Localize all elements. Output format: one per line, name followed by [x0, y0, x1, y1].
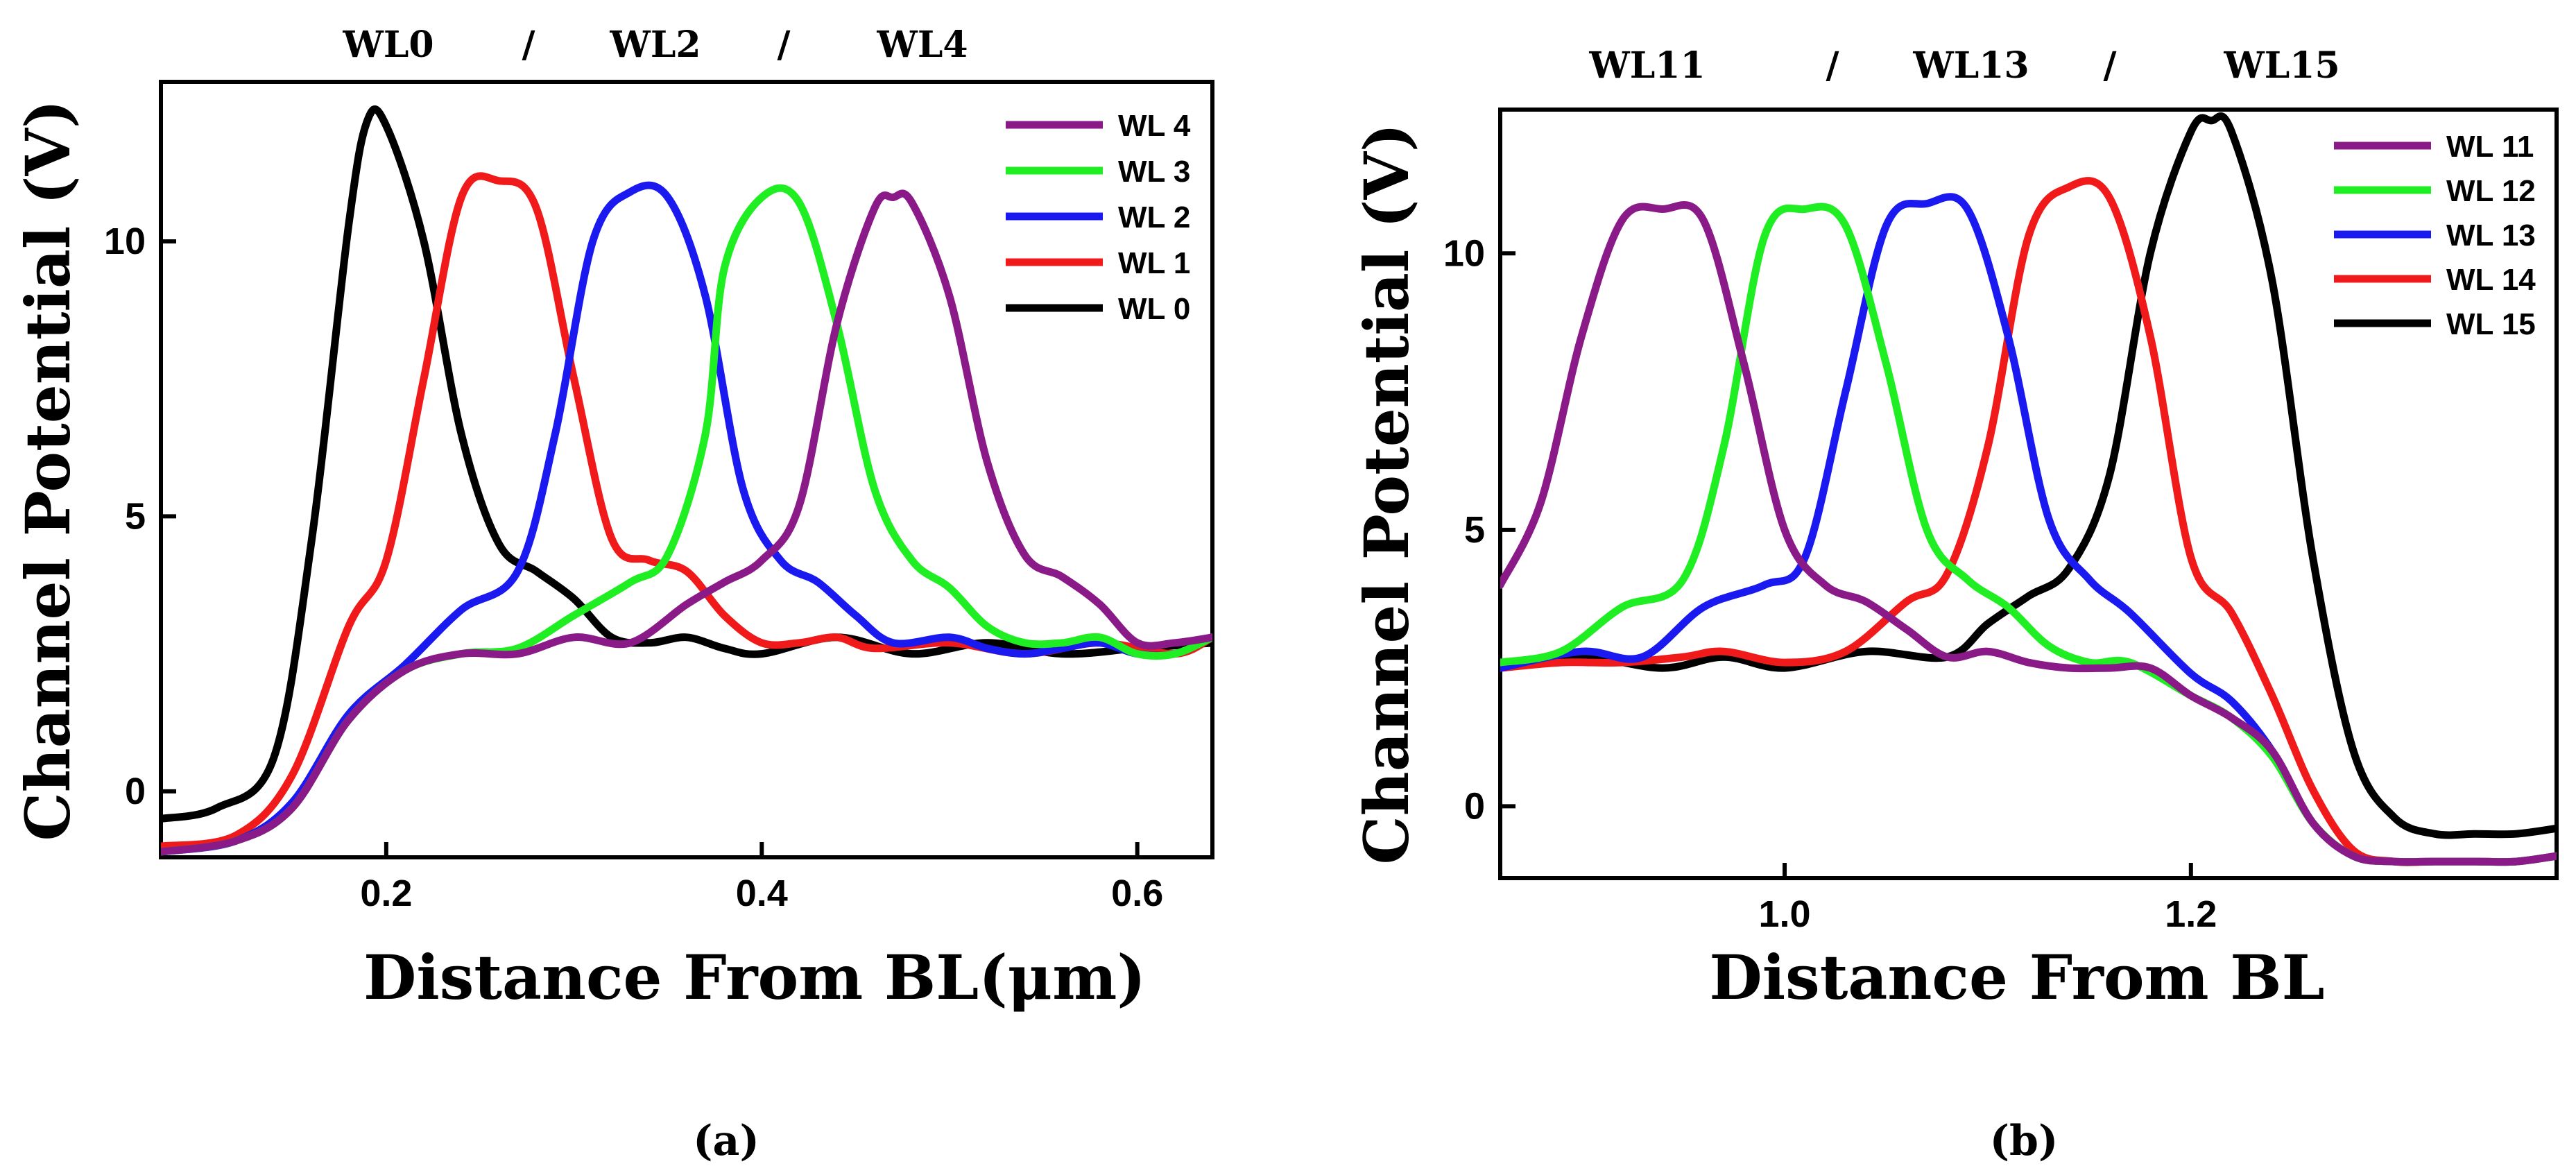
legend-label: WL 4	[1118, 109, 1191, 143]
legend-label: WL 15	[2446, 307, 2536, 341]
x-tick-label: 0.4	[736, 873, 788, 914]
legend-label: WL 2	[1118, 200, 1190, 234]
x-axis-label: Distance From BL(μm)	[363, 941, 1146, 1013]
y-tick-label: 5	[125, 495, 146, 537]
header-separator: /	[522, 24, 535, 66]
header-label-wl15: WL15	[2223, 44, 2339, 87]
legend-label: WL 0	[1118, 292, 1190, 326]
series-line-wl4	[161, 189, 1212, 856]
series-line-wl0	[161, 105, 1212, 823]
axis-layer: 1.0 1.2 0 5 10	[1443, 232, 2217, 935]
y-tick-label: 10	[1443, 232, 1485, 274]
series-line-wl11	[1500, 201, 2557, 866]
series-layer	[161, 105, 1212, 856]
series-line-wl14	[1500, 177, 2557, 866]
header-label-wl13: WL13	[1912, 44, 2029, 87]
series-line-wl1	[161, 172, 1212, 850]
header-label-wl4: WL4	[876, 24, 968, 66]
legend: WL 11 WL 12 WL 13 WL 14 WL 15	[2334, 130, 2536, 341]
y-axis-label: Channel Potential (V)	[12, 100, 84, 841]
series-line-wl15	[1500, 112, 2557, 839]
x-axis-label: Distance From BL	[1709, 941, 2324, 1013]
legend-label: WL 11	[2446, 130, 2534, 164]
header-separator: /	[1826, 44, 1839, 87]
header-label-wl11: WL11	[1588, 44, 1705, 87]
header-separator: /	[2104, 44, 2117, 87]
legend-label: WL 3	[1118, 155, 1190, 189]
legend: WL 4 WL 3 WL 2 WL 1 WL 0	[1006, 109, 1191, 326]
series-layer	[1500, 112, 2557, 866]
header-label-wl0: WL0	[342, 24, 433, 66]
chart-panel-b: WL11 / WL13 / WL15 1.0 1.2 0 5 10 WL 11 WL 12…	[1350, 44, 2559, 1165]
legend-label: WL 13	[2446, 218, 2536, 252]
y-tick-label: 10	[104, 221, 146, 262]
y-tick-label: 5	[1464, 509, 1485, 551]
y-tick-label: 0	[125, 771, 146, 812]
panel-label-b: (b)	[1990, 1117, 2059, 1165]
axis-layer: 0.2 0.4 0.6 0 5 10	[104, 221, 1163, 914]
x-tick-label: 1.0	[1758, 893, 1810, 935]
header-separator: /	[778, 24, 791, 66]
legend-label: WL 1	[1118, 246, 1190, 280]
y-tick-label: 0	[1464, 785, 1485, 827]
legend-label: WL 12	[2446, 174, 2536, 208]
legend-label: WL 14	[2446, 263, 2536, 297]
header-label-wl2: WL2	[609, 24, 701, 66]
x-tick-label: 0.6	[1111, 873, 1163, 914]
x-tick-label: 1.2	[2165, 893, 2217, 935]
y-axis-label: Channel Potential (V)	[1350, 123, 1423, 865]
x-tick-label: 0.2	[360, 873, 412, 914]
plot-frame	[159, 80, 1214, 859]
panel-label-a: (a)	[693, 1117, 759, 1165]
plot-frame	[1498, 108, 2559, 880]
